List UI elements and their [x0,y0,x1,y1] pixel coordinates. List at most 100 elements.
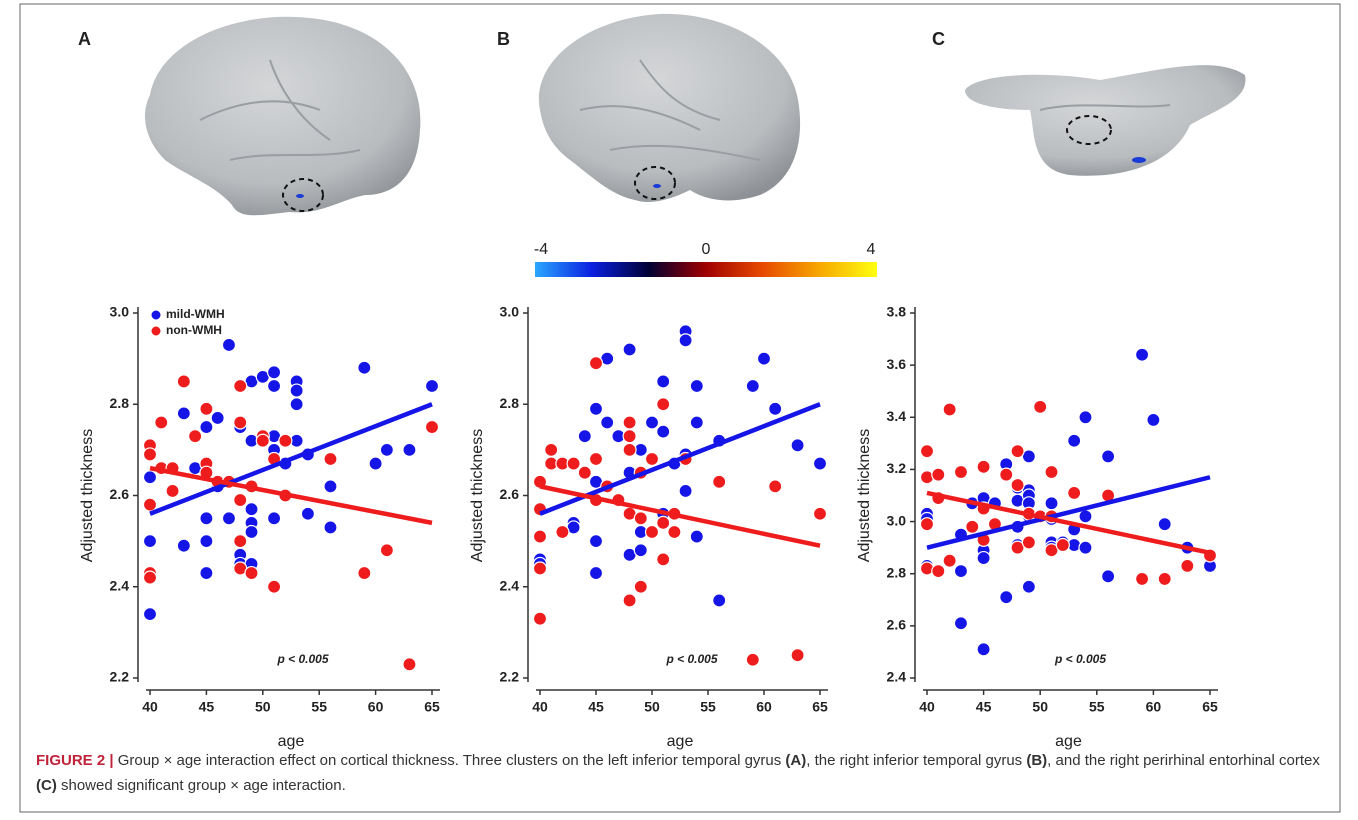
x-tick-label: 50 [1032,699,1048,715]
legend-marker [150,325,162,337]
point [953,464,969,480]
point [999,467,1014,482]
colorbar [535,262,877,277]
point [644,451,660,467]
point [622,415,637,430]
frame [19,3,1341,813]
caption-label: FIGURE 2 | [36,752,114,769]
point [1010,477,1025,493]
point [244,502,259,517]
point [357,360,372,375]
point [953,564,969,579]
y-tick-label: 2.6 [110,486,130,502]
point [588,356,604,371]
point [266,579,282,594]
x-tick-label: 50 [255,699,271,715]
point [812,506,828,521]
x-tick-label: 40 [919,699,935,715]
point [233,534,248,549]
point [1078,540,1093,555]
x-tick-label: 60 [756,699,772,715]
point [165,483,180,499]
fit-line [149,402,433,516]
y-tick-label: 3.4 [887,408,907,424]
point [266,365,282,380]
colorbar-tick-label: 4 [867,241,876,258]
point [210,410,225,426]
point [176,374,191,389]
point [976,550,991,566]
point [142,447,158,462]
point [300,506,316,521]
colorbar-tick-label: -4 [534,241,548,258]
point [577,429,592,444]
point [1134,571,1150,587]
fit-line [149,465,433,526]
point [577,465,592,480]
point [745,652,760,667]
point [188,429,203,444]
y-axis-label: Adjusted thickness [856,429,873,562]
point [532,561,548,576]
point [323,520,338,535]
point [176,538,191,553]
y-tick-label: 2.6 [500,486,520,502]
point [1067,485,1082,500]
legend-label: non-WMH [166,323,222,337]
y-tick-label: 3.2 [887,460,907,476]
panel-label: B [497,29,510,49]
x-tick-label: 40 [532,699,548,715]
point [221,511,237,526]
point [633,511,648,526]
point [266,378,282,394]
point [656,424,671,439]
caption-segment: (C) [36,777,57,794]
point [544,442,559,457]
point [176,406,191,421]
point [1101,569,1116,584]
point [633,579,648,594]
point [812,456,828,471]
point [142,570,158,585]
point [600,415,615,430]
point [976,459,991,474]
point [323,451,338,467]
point [1044,496,1059,511]
caption-segment: , and the right perirhinal entorhinal co… [1047,752,1320,769]
point [678,333,693,348]
y-tick-label: 3.6 [887,356,907,372]
point [1180,558,1195,573]
point [633,543,648,558]
colorbar-tick-label: 0 [702,241,711,258]
x-tick-label: 60 [368,699,384,715]
caption-segment: (A) [785,752,807,769]
point [142,534,158,549]
point [942,553,957,568]
point [142,497,158,512]
x-tick-label: 45 [976,699,992,715]
point [965,519,980,534]
point [768,401,783,416]
point [953,616,969,631]
point [357,565,372,581]
x-tick-label: 40 [142,699,158,715]
x-axis-label: age [1055,733,1082,750]
point [368,456,383,471]
point [768,479,783,494]
point [622,429,637,444]
point [919,444,935,459]
point [1021,449,1036,464]
point [756,351,772,366]
point [745,378,760,394]
point [221,337,237,353]
point [532,611,548,626]
point [678,483,693,499]
point [656,552,671,567]
point [1078,509,1093,524]
caption: FIGURE 2 | Group × age interaction effec… [36,748,1326,798]
x-tick-label: 55 [311,699,327,715]
point [931,564,946,579]
legend-marker [150,309,162,321]
point [1078,410,1093,425]
point [622,593,637,608]
